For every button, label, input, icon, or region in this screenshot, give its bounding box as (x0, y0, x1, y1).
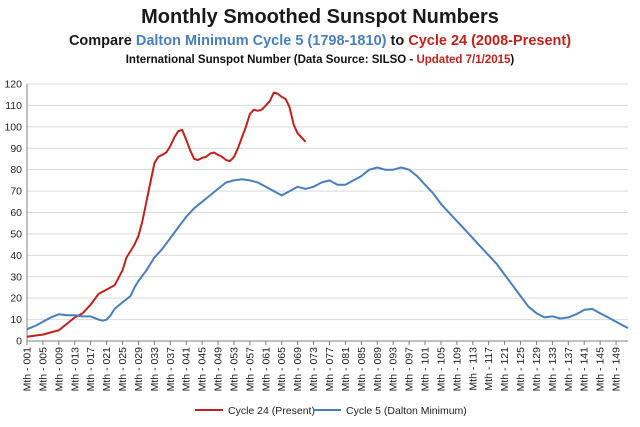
series-line-cycle24 (26, 91, 307, 338)
x-tick-label: Mth - 005 (37, 347, 49, 392)
legend-item-cycle24-label: Cycle 24 (Present) (228, 405, 315, 417)
x-tick-label: Mth - 065 (276, 347, 288, 392)
grid-lines (27, 83, 628, 321)
chart-title: Monthly Smoothed Sunspot Numbers (141, 6, 499, 28)
x-tick-label: Mth - 145 (595, 347, 607, 392)
x-tick-label: Mth - 001 (22, 347, 34, 392)
y-tick-label: 110 (5, 100, 22, 112)
x-tick-label: Mth - 041 (181, 347, 193, 392)
y-tick-label: 50 (10, 228, 22, 240)
y-tick-label: 90 (10, 143, 22, 155)
x-tick-label: Mth - 109 (451, 347, 463, 392)
x-tick-label: Mth - 141 (579, 347, 591, 392)
x-tick-label: Mth - 093 (388, 347, 400, 392)
x-tick-label: Mth - 081 (340, 347, 352, 392)
source-prefix: International Sunspot Number (Data Sourc… (125, 54, 417, 66)
x-tick-label: Mth - 069 (292, 347, 304, 392)
subtitle-mid: to (386, 33, 409, 49)
y-tick-label: 0 (16, 336, 22, 348)
x-tick-label: Mth - 053 (228, 347, 240, 392)
x-tick-label: Mth - 033 (149, 347, 161, 392)
y-tick-label: 20 (10, 293, 22, 305)
x-tick-label: Mth - 097 (404, 347, 416, 392)
x-tick-label: Mth - 105 (435, 347, 447, 392)
source-updated: Updated 7/1/2015 (416, 54, 511, 66)
subtitle-prefix: Compare (68, 33, 136, 49)
x-tick-label: Mth - 149 (611, 347, 623, 392)
source-suffix: ) (510, 54, 515, 66)
x-tick-label: Mth - 021 (101, 347, 113, 392)
y-tick-label: 60 (10, 207, 22, 219)
x-tick-label: Mth - 089 (372, 347, 384, 392)
y-tick-label: 120 (4, 79, 22, 91)
y-tick-label: 10 (10, 314, 22, 326)
legend: Cycle 24 (Present) Cycle 5 (Dalton Minimu… (195, 405, 467, 417)
series-lines (26, 91, 629, 338)
x-tick-label: Mth - 085 (356, 347, 368, 392)
y-tick-label: 80 (10, 164, 22, 176)
chart-subtitle: Compare Dalton Minimum Cycle 5 (1798-181… (0, 33, 640, 49)
x-tick-labels: Mth - 001 Mth - 005 Mth - 009 Mth - 013 Mth … (22, 347, 623, 392)
series-line-cycle5 (26, 166, 629, 331)
x-tick-label: Mth - 113 (467, 347, 479, 391)
x-tick-label: Mth - 057 (244, 347, 256, 392)
x-tick-label: Mth - 025 (117, 347, 129, 392)
x-tick-label: Mth - 073 (308, 347, 320, 392)
subtitle-cycle24: Cycle 24 (2008-Present) (408, 33, 572, 49)
x-tick-label: Mth - 121 (499, 347, 511, 392)
y-tick-label: 40 (10, 250, 22, 262)
x-tick-label: Mth - 133 (547, 347, 559, 392)
axes (26, 84, 628, 345)
x-tick-label: Mth - 013 (69, 347, 81, 392)
x-tick-label: Mth - 045 (197, 347, 209, 392)
y-tick-label: 70 (10, 186, 22, 198)
x-tick-label: Mth - 125 (515, 347, 527, 392)
subtitle-cycle5: Dalton Minimum Cycle 5 (1798-1810) (135, 33, 387, 49)
x-tick-label: Mth - 077 (324, 347, 336, 392)
data-source-line: International Sunspot Number (Data Sourc… (0, 54, 640, 66)
x-tick-label: Mth - 117 (483, 347, 495, 391)
x-tick-label: Mth - 101 (420, 347, 432, 392)
x-tick-label: Mth - 029 (133, 347, 145, 392)
x-tick-label: Mth - 129 (531, 347, 543, 392)
legend-item-cycle5-label: Cycle 5 (Dalton Minimum) (346, 405, 467, 417)
y-tick-label: 30 (10, 271, 22, 283)
y-tick-label: 100 (4, 121, 22, 133)
y-tick-labels: 0 10 20 30 40 50 60 70 80 90 100 110 120 (4, 79, 22, 348)
x-tick-label: Mth - 049 (213, 347, 225, 392)
x-tick-label: Mth - 009 (53, 347, 65, 392)
x-tick-label: Mth - 137 (563, 347, 575, 392)
x-tick-label: Mth - 017 (85, 347, 97, 392)
x-tick-label: Mth - 037 (165, 347, 177, 392)
x-tick-label: Mth - 061 (260, 347, 272, 392)
